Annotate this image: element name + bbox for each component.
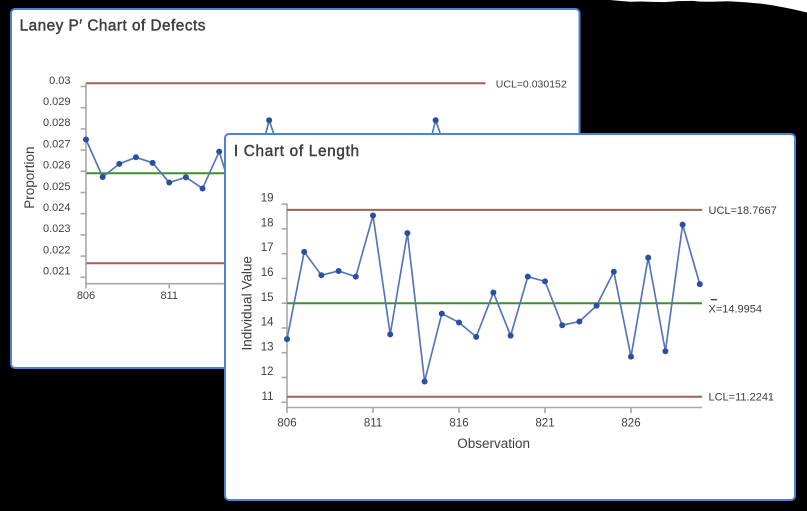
svg-text:806: 806 [277, 418, 296, 430]
svg-text:816: 816 [449, 418, 468, 430]
svg-text:I Chart of Length: I Chart of Length [234, 143, 360, 160]
svg-text:0.03: 0.03 [49, 75, 70, 87]
svg-text:811: 811 [160, 290, 178, 302]
svg-text:18: 18 [261, 217, 274, 229]
svg-text:826: 826 [621, 418, 640, 430]
svg-text:806: 806 [77, 290, 95, 302]
svg-text:0.027: 0.027 [43, 138, 71, 150]
svg-text:Laney P′ Chart of Defects: Laney P′ Chart of Defects [20, 18, 206, 35]
svg-text:19: 19 [261, 193, 274, 205]
svg-text:0.028: 0.028 [43, 117, 71, 129]
svg-text:17: 17 [261, 242, 274, 254]
svg-text:Proportion: Proportion [22, 146, 37, 208]
svg-text:UCL=18.7667: UCL=18.7667 [709, 205, 777, 217]
svg-text:X=14.9954: X=14.9954 [709, 304, 763, 316]
svg-text:0.025: 0.025 [43, 181, 71, 193]
svg-text:0.022: 0.022 [43, 244, 71, 256]
svg-text:0.023: 0.023 [43, 223, 71, 235]
svg-text:0.024: 0.024 [43, 202, 71, 214]
svg-text:12: 12 [261, 366, 274, 378]
svg-text:0.021: 0.021 [43, 266, 71, 278]
svg-text:Observation: Observation [457, 436, 530, 451]
svg-text:Individual Value: Individual Value [240, 256, 255, 350]
svg-text:LCL=11.2241: LCL=11.2241 [709, 392, 775, 404]
svg-text:15: 15 [261, 292, 274, 304]
svg-text:0.026: 0.026 [43, 160, 71, 172]
svg-text:811: 811 [364, 418, 382, 430]
svg-text:14: 14 [261, 317, 274, 329]
svg-text:11: 11 [262, 391, 274, 403]
svg-text:0.029: 0.029 [43, 96, 71, 108]
svg-text:UCL=0.030152: UCL=0.030152 [496, 78, 567, 90]
svg-text:13: 13 [261, 341, 274, 353]
svg-text:821: 821 [535, 418, 554, 430]
svg-text:16: 16 [261, 267, 274, 279]
